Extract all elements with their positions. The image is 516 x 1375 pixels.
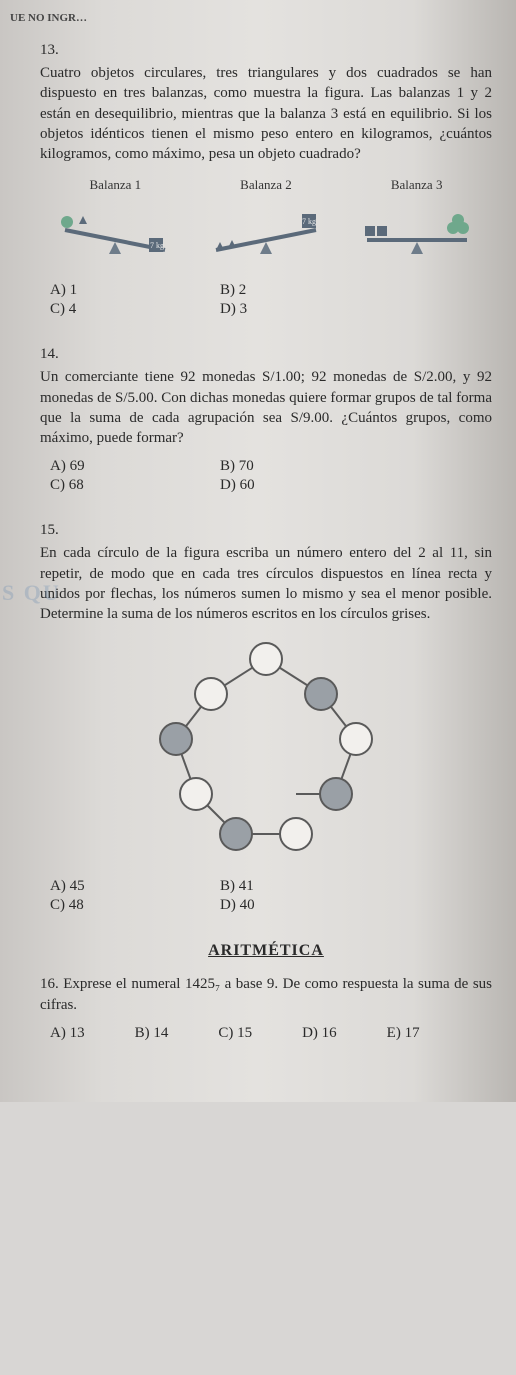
- q13-figure: Balanza 1 7 kg Balanza 2: [40, 174, 492, 264]
- q16-options: A) 13 B) 14 C) 15 D) 16 E) 17: [50, 1025, 492, 1042]
- q14-opt-d: D) 60: [220, 477, 310, 494]
- q13-opt-b: B) 2: [220, 282, 310, 299]
- q13-opt-c: C) 4: [50, 301, 140, 318]
- question-14: 14. Un comerciante tiene 92 monedas S/1.…: [40, 346, 492, 494]
- q15-figure: [40, 634, 492, 864]
- q14-opt-a: A) 69: [50, 458, 140, 475]
- question-15: 15. En cada círculo de la figura escriba…: [40, 522, 492, 914]
- question-13: 13. Cuatro objetos circulares, tres tria…: [40, 42, 492, 318]
- balanza-2-label: Balanza 2: [201, 177, 331, 193]
- q13-options: A) 1 B) 2 C) 4 D) 3: [50, 282, 310, 318]
- balanza-2-weight: 7 kg: [302, 217, 316, 226]
- q14-text: Un comerciante tiene 92 monedas S/1.00; …: [40, 367, 492, 448]
- q16-body: Exprese el numeral 1425₇ a base 9. De co…: [40, 976, 492, 1012]
- q13-opt-d: D) 3: [220, 301, 310, 318]
- q16-opt-a: A) 13: [50, 1025, 85, 1042]
- q16-opt-d: D) 16: [302, 1025, 337, 1042]
- q16-number: 16.: [40, 976, 59, 992]
- balanza-1-weight: 7 kg: [150, 241, 164, 250]
- q16-text: 16. Exprese el numeral 1425₇ a base 9. D…: [40, 974, 492, 1015]
- q14-number: 14.: [40, 346, 492, 363]
- q13-number: 13.: [40, 42, 492, 59]
- q14-options: A) 69 B) 70 C) 68 D) 60: [50, 458, 310, 494]
- q15-number: 15.: [40, 522, 492, 539]
- q15-opt-d: D) 40: [220, 897, 310, 914]
- q15-options: A) 45 B) 41 C) 48 D) 40: [50, 878, 310, 914]
- q16-opt-c: C) 15: [218, 1025, 252, 1042]
- q14-opt-b: B) 70: [220, 458, 310, 475]
- balanza-2-svg: 7 kg: [201, 199, 331, 259]
- balanza-1-svg: 7 kg: [50, 199, 180, 259]
- balanza-1: Balanza 1 7 kg: [50, 177, 180, 264]
- section-aritmetica: ARITMÉTICA: [40, 942, 492, 960]
- balanza-3-svg: [352, 199, 482, 259]
- q13-opt-a: A) 1: [50, 282, 140, 299]
- header-fragment: UE NO INGR…: [10, 12, 492, 24]
- balanza-3-label: Balanza 3: [352, 177, 482, 193]
- question-16: 16. Exprese el numeral 1425₇ a base 9. D…: [40, 974, 492, 1042]
- q15-opt-c: C) 48: [50, 897, 140, 914]
- exam-page: UE NO INGR… 13. Cuatro objetos circulare…: [0, 0, 516, 1102]
- balanza-2: Balanza 2 7 kg: [201, 177, 331, 264]
- balanza-1-label: Balanza 1: [50, 177, 180, 193]
- watermark: S QU: [2, 580, 61, 606]
- balanza-3: Balanza 3: [352, 177, 482, 264]
- q14-opt-c: C) 68: [50, 477, 140, 494]
- q15-opt-b: B) 41: [220, 878, 310, 895]
- q16-opt-e: E) 17: [387, 1025, 420, 1042]
- q16-opt-b: B) 14: [135, 1025, 169, 1042]
- q15-hexagon-svg: [136, 634, 396, 864]
- q15-opt-a: A) 45: [50, 878, 140, 895]
- q15-text: En cada círculo de la figura escriba un …: [40, 543, 492, 624]
- q13-text: Cuatro objetos circulares, tres triangul…: [40, 63, 492, 164]
